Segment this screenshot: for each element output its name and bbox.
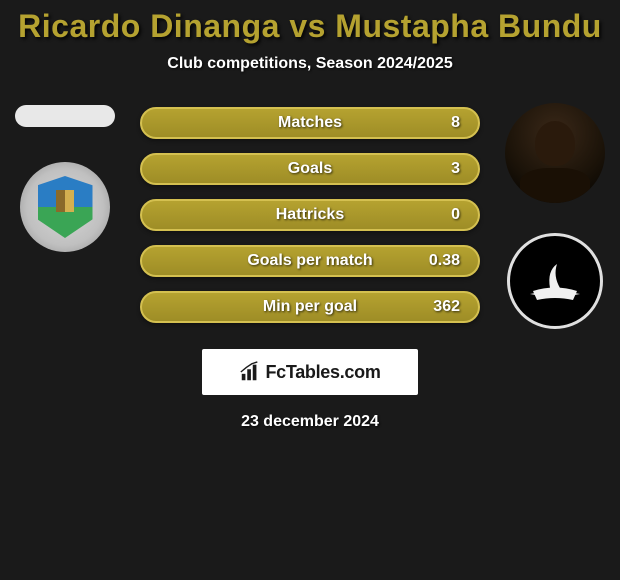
stat-label: Matches: [160, 114, 420, 132]
player2-club-badge: [507, 233, 603, 329]
player1-avatar: [15, 105, 115, 127]
stat-bar-goals-per-match: Goals per match 0.38: [140, 245, 480, 277]
brand-box: FcTables.com: [202, 349, 418, 395]
brand-text: FcTables.com: [265, 362, 380, 383]
stat-bar-goals: Goals 3: [140, 153, 480, 185]
bar-chart-icon: [239, 361, 261, 383]
player2-name: Mustapha Bundu: [335, 8, 602, 44]
left-column: [10, 103, 120, 252]
stat-label: Hattricks: [160, 206, 420, 224]
stat-bar-min-per-goal: Min per goal 362: [140, 291, 480, 323]
stat-label: Min per goal: [160, 298, 420, 316]
stat-bars: Matches 8 Goals 3 Hattricks 0 Goals per …: [140, 103, 480, 323]
date: 23 december 2024: [0, 413, 620, 431]
stat-label: Goals per match: [160, 252, 420, 270]
stat-value: 362: [420, 298, 460, 316]
player2-avatar: [505, 103, 605, 203]
stat-bar-matches: Matches 8: [140, 107, 480, 139]
player1-name: Ricardo Dinanga: [18, 8, 280, 44]
page-title: Ricardo Dinanga vs Mustapha Bundu: [0, 0, 620, 45]
stat-value: 3: [420, 160, 460, 178]
stat-value: 8: [420, 114, 460, 132]
stat-value: 0: [420, 206, 460, 224]
right-column: [500, 103, 610, 329]
stat-bar-hattricks: Hattricks 0: [140, 199, 480, 231]
stats-area: Matches 8 Goals 3 Hattricks 0 Goals per …: [0, 103, 620, 323]
stat-value: 0.38: [420, 252, 460, 270]
player1-club-badge: [20, 162, 110, 252]
vs-text: vs: [289, 8, 326, 44]
subtitle: Club competitions, Season 2024/2025: [0, 55, 620, 73]
ship-icon: [525, 256, 585, 306]
stat-label: Goals: [160, 160, 420, 178]
